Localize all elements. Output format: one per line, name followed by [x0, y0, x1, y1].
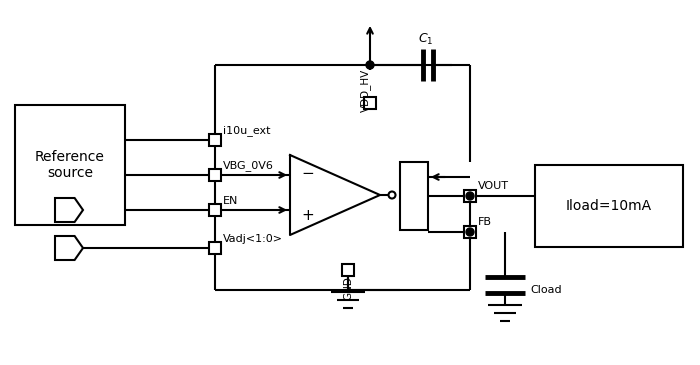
- Bar: [464, 226, 476, 238]
- Text: VDD_HV: VDD_HV: [360, 68, 370, 112]
- Text: GND: GND: [343, 276, 353, 300]
- Text: Vadj<1:0>: Vadj<1:0>: [223, 234, 283, 244]
- Bar: [209, 169, 221, 181]
- Bar: [364, 97, 376, 109]
- Text: VOUT: VOUT: [478, 181, 509, 191]
- Bar: [209, 204, 221, 216]
- Bar: [400, 162, 428, 230]
- Text: i10u_ext: i10u_ext: [223, 126, 270, 137]
- Circle shape: [389, 192, 396, 199]
- Circle shape: [466, 228, 474, 236]
- Text: FB: FB: [478, 217, 492, 227]
- Bar: [15, 105, 125, 225]
- Text: +: +: [302, 207, 314, 223]
- Polygon shape: [290, 155, 380, 235]
- Text: Reference
source: Reference source: [35, 150, 105, 180]
- Bar: [209, 134, 221, 146]
- Text: Cload: Cload: [530, 285, 561, 295]
- Bar: [464, 190, 476, 202]
- Polygon shape: [55, 198, 83, 222]
- Text: $C_1$: $C_1$: [419, 31, 434, 47]
- Text: Iload=10mA: Iload=10mA: [566, 199, 652, 213]
- Bar: [535, 165, 683, 247]
- Circle shape: [366, 61, 374, 69]
- Bar: [342, 264, 354, 276]
- Text: VBG_0V6: VBG_0V6: [223, 161, 274, 172]
- Text: EN: EN: [223, 196, 239, 206]
- Bar: [209, 242, 221, 254]
- Text: −: −: [302, 165, 314, 181]
- Circle shape: [466, 192, 474, 200]
- Polygon shape: [55, 236, 83, 260]
